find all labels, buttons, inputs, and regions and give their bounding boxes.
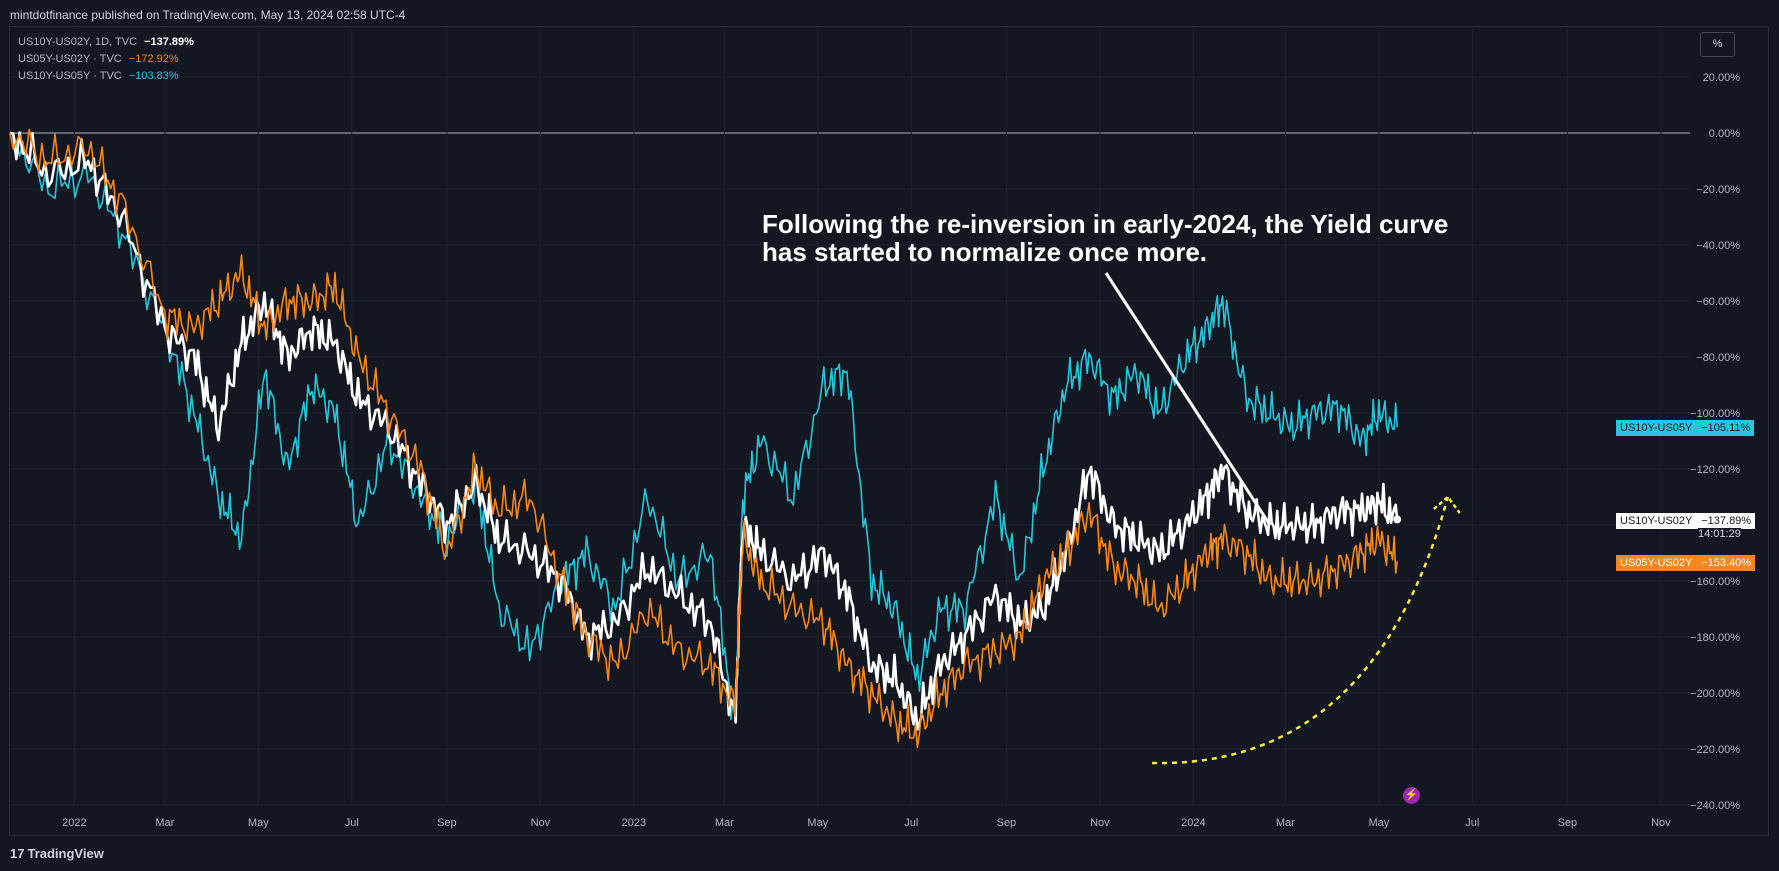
price-tag-value: −137.89% <box>1701 515 1752 527</box>
x-tick-label: 2023 <box>622 817 646 829</box>
x-tick-label: May <box>248 817 269 829</box>
y-tick-label: −240.00% <box>1690 800 1740 812</box>
x-tick-label: Sep <box>437 817 457 829</box>
price-tag-us10y-us05y: US10Y-US05Y −105.11% <box>1616 420 1755 436</box>
tradingview-logo-text: TradingView <box>27 846 104 861</box>
y-tick-label: −100.00% <box>1690 408 1740 420</box>
last-point-marker <box>1393 515 1402 524</box>
price-tag-label: US10Y-US05Y <box>1620 422 1693 434</box>
price-tag-value: −105.11% <box>1701 422 1751 434</box>
x-tick-label: Mar <box>155 817 174 829</box>
legend-value: −137.89% <box>144 36 194 48</box>
price-tag-us10y-us02y: US10Y-US02Y −137.89% <box>1616 513 1756 529</box>
trend-arrow <box>1151 496 1450 765</box>
x-tick-label: Jul <box>345 817 359 829</box>
price-tag-countdown: 14:01:29 <box>1698 528 1741 540</box>
legend-row-us10y-us02y[interactable]: US10Y-US02Y, 1D, TVC −137.89% <box>18 34 194 51</box>
legend-row-us05y-us02y[interactable]: US05Y-US02Y · TVC −172.92% <box>18 51 194 68</box>
footer <box>0 836 1779 871</box>
tradingview-logo[interactable]: 17 TradingView <box>10 846 104 861</box>
percent-scale-button[interactable]: % <box>1700 32 1735 57</box>
x-tick-label: Sep <box>997 817 1017 829</box>
price-tag-us05y-us02y: US05Y-US02Y −153.40% <box>1616 555 1756 571</box>
y-tick-label: −60.00% <box>1696 296 1740 308</box>
legend-symbol: US10Y-US02Y, 1D, TVC <box>18 36 138 48</box>
y-tick-label: −220.00% <box>1690 744 1740 756</box>
x-tick-label: 2024 <box>1181 817 1205 829</box>
legend-symbol: US05Y-US02Y · TVC <box>18 53 122 65</box>
legend-row-us10y-us05y[interactable]: US10Y-US05Y · TVC −103.83% <box>18 68 194 85</box>
price-tag-label: US05Y-US02Y <box>1620 557 1693 569</box>
price-tag-value: −153.40% <box>1701 557 1752 569</box>
y-tick-label: −200.00% <box>1690 688 1740 700</box>
y-tick-label: −120.00% <box>1690 464 1740 476</box>
price-tag-label: US10Y-US02Y <box>1620 515 1693 527</box>
legend-value: −172.92% <box>128 53 179 65</box>
x-tick-label: May <box>1368 817 1389 829</box>
legend-symbol: US10Y-US05Y · TVC <box>18 70 122 82</box>
published-info: mintdotfinance published on TradingView.… <box>10 8 406 22</box>
legend-value: −103.83% <box>128 70 179 82</box>
series-line-us10y-us02y <box>9 131 1399 731</box>
x-tick-label: Nov <box>1651 817 1671 829</box>
top-bar: mintdotfinance published on TradingView.… <box>0 0 1779 26</box>
x-tick-label: Sep <box>1558 817 1578 829</box>
x-tick-label: Jul <box>904 817 918 829</box>
legend: US10Y-US02Y, 1D, TVC −137.89% US05Y-US02… <box>18 34 194 85</box>
x-tick-label: 2022 <box>62 817 86 829</box>
series-line-us05y-us02y <box>9 128 1398 749</box>
x-tick-label: Mar <box>1276 817 1295 829</box>
chart-frame[interactable] <box>9 26 1769 836</box>
x-tick-label: Nov <box>1090 817 1110 829</box>
flash-icon[interactable]: ⚡ <box>1403 787 1420 804</box>
y-tick-label: 20.00% <box>1703 72 1741 84</box>
x-tick-label: May <box>807 817 828 829</box>
x-tick-label: Jul <box>1465 817 1479 829</box>
annotation-text[interactable]: Following the re-inversion in early-2024… <box>762 209 1449 267</box>
trend-arrow-head <box>1432 495 1461 514</box>
y-tick-label: −160.00% <box>1690 576 1740 588</box>
annotation-pointer-line <box>1104 272 1272 526</box>
x-tick-label: Mar <box>715 817 734 829</box>
y-tick-label: −80.00% <box>1696 352 1740 364</box>
x-tick-label: Nov <box>531 817 551 829</box>
y-tick-label: −180.00% <box>1690 632 1740 644</box>
series-line-us10y-us05y <box>9 132 1398 720</box>
y-tick-label: −40.00% <box>1696 240 1740 252</box>
y-tick-label: 0.00% <box>1709 128 1740 140</box>
y-tick-label: −20.00% <box>1696 184 1740 196</box>
tradingview-logo-icon: 17 <box>10 846 25 861</box>
